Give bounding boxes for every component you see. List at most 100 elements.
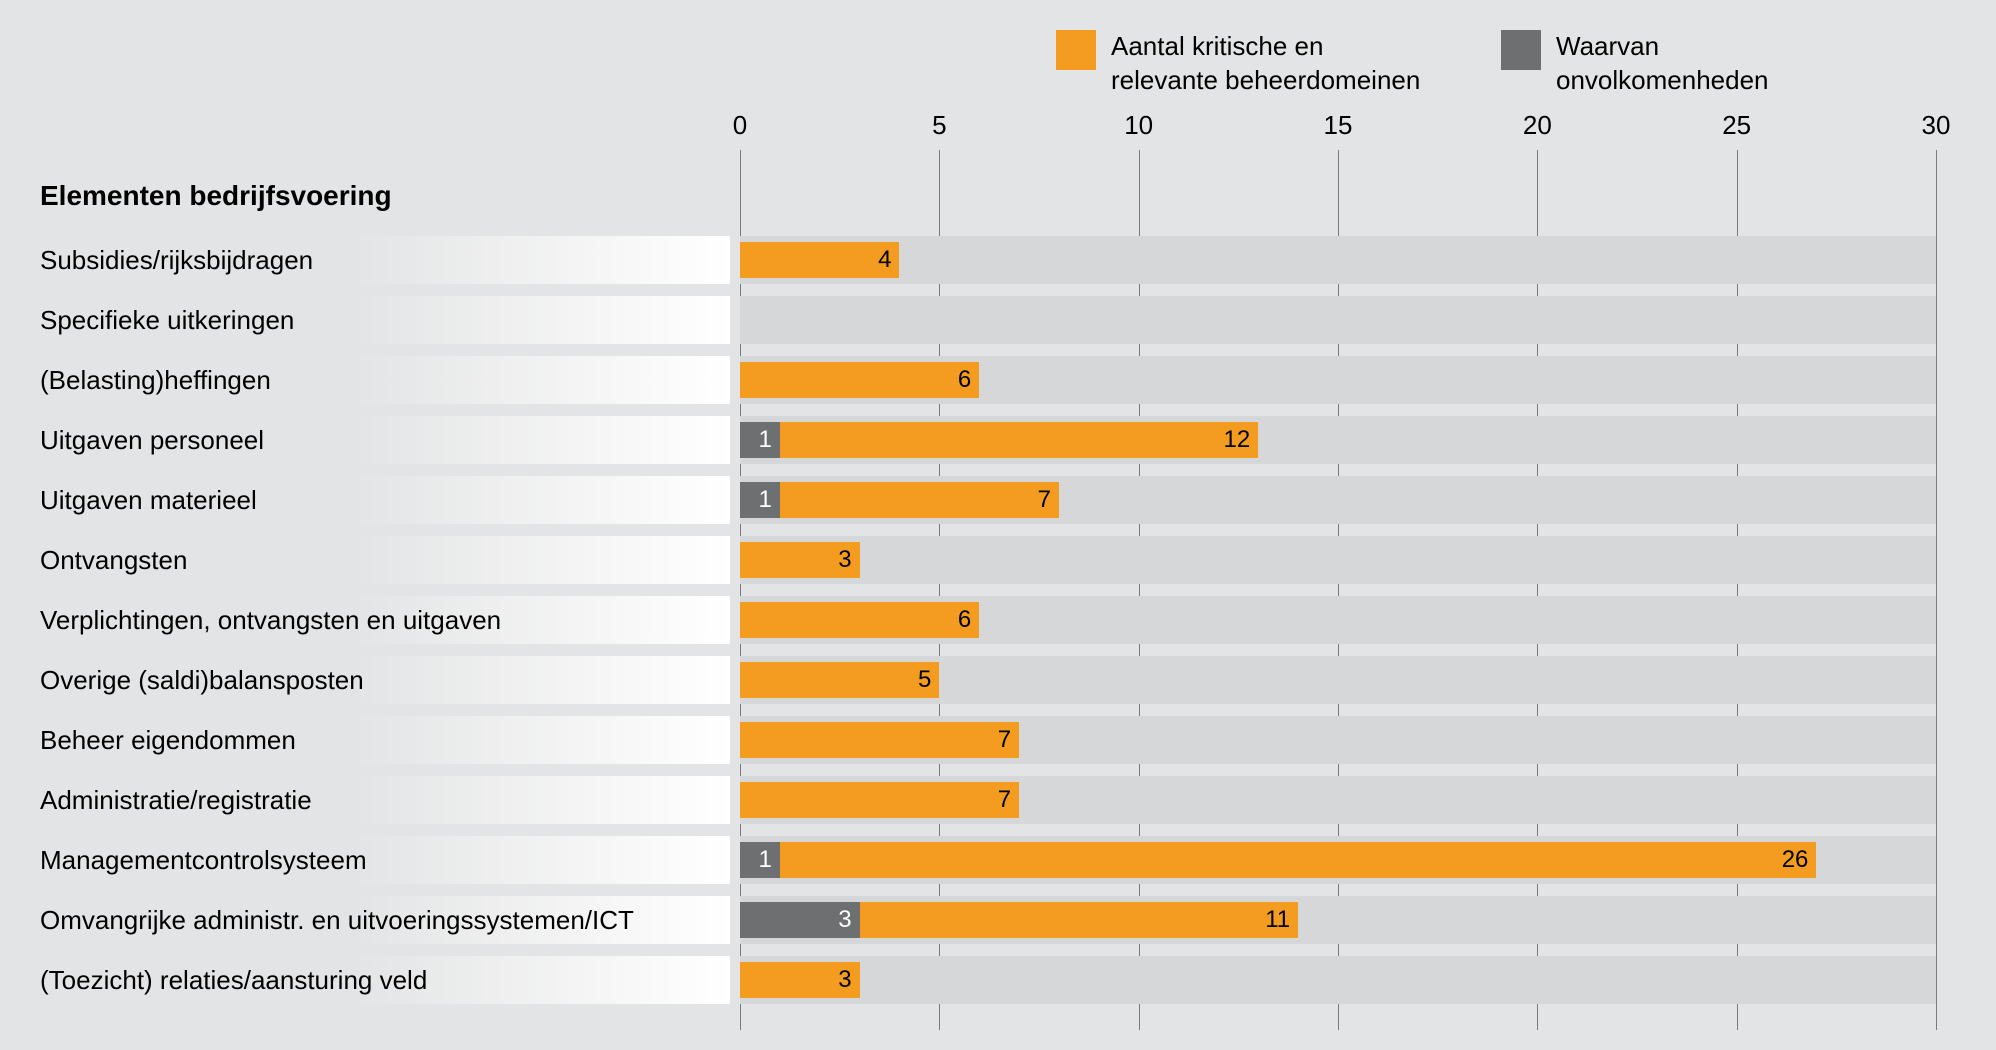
row-label: Subsidies/rijksbijdragen — [40, 245, 313, 276]
bar-segment-kritisch: 5 — [740, 662, 939, 698]
chart-row: Uitgaven materieel 17 — [40, 470, 1936, 530]
legend-label-onvolkomen: Waarvan onvolkomenheden — [1556, 30, 1876, 98]
y-axis-title: Elementen bedrijfsvoering — [40, 180, 392, 212]
row-label-wrap: (Toezicht) relaties/aansturing veld — [40, 956, 730, 1004]
x-tick-label: 10 — [1124, 110, 1153, 141]
legend-item-onvolkomen: Waarvan onvolkomenheden — [1501, 30, 1876, 98]
bar-segment-kritisch: 4 — [740, 242, 899, 278]
bar-stack: 311 — [740, 902, 1298, 938]
plot-area: Elementen bedrijfsvoering 051015202530 S… — [40, 190, 1936, 1010]
row-bar-bg — [740, 236, 1936, 284]
row-label-wrap: Overige (saldi)balansposten — [40, 656, 730, 704]
row-label: Beheer eigendommen — [40, 725, 296, 756]
row-bar-area: 7 — [740, 776, 1936, 824]
chart-row: Subsidies/rijksbijdragen 4 — [40, 230, 1936, 290]
row-label-wrap: Verplichtingen, ontvangsten en uitgaven — [40, 596, 730, 644]
row-label-wrap: (Belasting)heffingen — [40, 356, 730, 404]
bar-segment-kritisch: 3 — [740, 542, 860, 578]
chart-row: Verplichtingen, ontvangsten en uitgaven 6 — [40, 590, 1936, 650]
row-bar-area: 6 — [740, 356, 1936, 404]
row-bar-area: 3 — [740, 536, 1936, 584]
row-bar-area: 6 — [740, 596, 1936, 644]
row-bar-area: 311 — [740, 896, 1936, 944]
row-label-wrap: Uitgaven materieel — [40, 476, 730, 524]
row-label: Managementcontrolsysteem — [40, 845, 367, 876]
row-label-wrap: Administratie/registratie — [40, 776, 730, 824]
row-label: (Belasting)heffingen — [40, 365, 271, 396]
x-tick-label: 5 — [932, 110, 946, 141]
legend-item-kritisch: Aantal kritische en relevante beheerdome… — [1056, 30, 1431, 98]
legend-swatch-onvolkomen — [1501, 30, 1541, 70]
row-bar-bg — [740, 536, 1936, 584]
x-tick-label: 30 — [1922, 110, 1951, 141]
row-label: Overige (saldi)balansposten — [40, 665, 364, 696]
chart-row: Specifieke uitkeringen — [40, 290, 1936, 350]
bar-stack: 5 — [740, 662, 939, 698]
row-label: Uitgaven materieel — [40, 485, 257, 516]
bar-stack: 7 — [740, 782, 1019, 818]
chart-row: Beheer eigendommen 7 — [40, 710, 1936, 770]
x-tick-label: 20 — [1523, 110, 1552, 141]
row-bar-bg — [740, 296, 1936, 344]
bar-stack: 126 — [740, 842, 1816, 878]
row-bar-area: 7 — [740, 716, 1936, 764]
x-tick-label: 0 — [733, 110, 747, 141]
legend-swatch-kritisch — [1056, 30, 1096, 70]
row-bar-area: 4 — [740, 236, 1936, 284]
chart-row: Omvangrijke administr. en uitvoeringssys… — [40, 890, 1936, 950]
bar-stack: 112 — [740, 422, 1258, 458]
row-label-wrap: Specifieke uitkeringen — [40, 296, 730, 344]
chart-row: (Toezicht) relaties/aansturing veld 3 — [40, 950, 1936, 1010]
chart-rows: Subsidies/rijksbijdragen 4 Specifieke uitk… — [40, 230, 1936, 1010]
row-bar-area: 112 — [740, 416, 1936, 464]
bar-stack: 6 — [740, 362, 979, 398]
x-tick-label: 25 — [1722, 110, 1751, 141]
bar-stack: 17 — [740, 482, 1059, 518]
bar-segment-onvolkomen: 1 — [740, 842, 780, 878]
bar-stack: 6 — [740, 602, 979, 638]
bar-segment-kritisch: 6 — [740, 362, 979, 398]
legend: Aantal kritische en relevante beheerdome… — [1056, 30, 1876, 98]
bar-segment-onvolkomen: 1 — [740, 422, 780, 458]
bar-segment-kritisch: 12 — [780, 422, 1258, 458]
bar-stack: 4 — [740, 242, 899, 278]
chart-row: Overige (saldi)balansposten 5 — [40, 650, 1936, 710]
bar-segment-kritisch: 7 — [740, 722, 1019, 758]
bar-segment-kritisch: 3 — [740, 962, 860, 998]
chart-row: Administratie/registratie 7 — [40, 770, 1936, 830]
row-label-wrap: Beheer eigendommen — [40, 716, 730, 764]
bar-stack: 3 — [740, 542, 860, 578]
row-label-wrap: Ontvangsten — [40, 536, 730, 584]
bar-segment-onvolkomen: 1 — [740, 482, 780, 518]
row-label: Ontvangsten — [40, 545, 187, 576]
row-label: Verplichtingen, ontvangsten en uitgaven — [40, 605, 501, 636]
bar-segment-onvolkomen: 3 — [740, 902, 860, 938]
bar-segment-kritisch: 11 — [860, 902, 1299, 938]
row-bar-area: 17 — [740, 476, 1936, 524]
chart-row: Uitgaven personeel 112 — [40, 410, 1936, 470]
bar-segment-kritisch: 6 — [740, 602, 979, 638]
bar-segment-kritisch: 26 — [780, 842, 1817, 878]
row-bar-area: 3 — [740, 956, 1936, 1004]
row-label: Omvangrijke administr. en uitvoeringssys… — [40, 905, 634, 936]
row-label-wrap: Uitgaven personeel — [40, 416, 730, 464]
gridline — [1936, 150, 1937, 1030]
chart-row: (Belasting)heffingen 6 — [40, 350, 1936, 410]
bar-segment-kritisch: 7 — [780, 482, 1059, 518]
row-label: (Toezicht) relaties/aansturing veld — [40, 965, 427, 996]
chart-row: Managementcontrolsysteem 126 — [40, 830, 1936, 890]
chart-row: Ontvangsten 3 — [40, 530, 1936, 590]
row-label: Administratie/registratie — [40, 785, 312, 816]
row-label: Uitgaven personeel — [40, 425, 264, 456]
bar-segment-kritisch: 7 — [740, 782, 1019, 818]
row-bar-area — [740, 296, 1936, 344]
row-bar-bg — [740, 956, 1936, 1004]
legend-label-kritisch: Aantal kritische en relevante beheerdome… — [1111, 30, 1431, 98]
row-label-wrap: Omvangrijke administr. en uitvoeringssys… — [40, 896, 730, 944]
bar-stack: 3 — [740, 962, 860, 998]
chart-container: Aantal kritische en relevante beheerdome… — [0, 0, 1996, 1050]
row-bar-area: 126 — [740, 836, 1936, 884]
row-label-wrap: Managementcontrolsysteem — [40, 836, 730, 884]
row-bar-area: 5 — [740, 656, 1936, 704]
row-label: Specifieke uitkeringen — [40, 305, 294, 336]
